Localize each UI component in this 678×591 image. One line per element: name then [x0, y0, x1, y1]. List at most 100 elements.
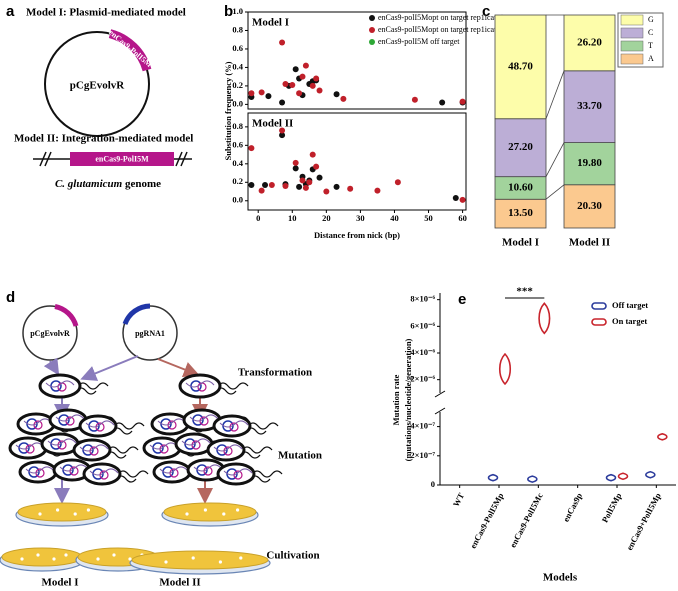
- plot-frame: [247, 112, 467, 211]
- data-point: [309, 151, 316, 158]
- step-label: Transformation: [238, 367, 312, 379]
- plot-frame: [247, 11, 467, 110]
- data-point: [333, 183, 340, 190]
- y-tick-label: 0.2: [232, 176, 243, 186]
- data-point: [313, 163, 320, 170]
- chromosome: [47, 438, 77, 446]
- value-label: 27.20: [508, 141, 533, 153]
- y-tick-label: 0.6: [232, 43, 243, 53]
- chromosome: [45, 380, 75, 388]
- value-label: 33.70: [577, 100, 602, 112]
- chromosome: [55, 414, 85, 422]
- data-point: [289, 81, 296, 88]
- connector: [545, 184, 565, 200]
- legend-swatch: [620, 40, 644, 52]
- colony: [239, 556, 243, 560]
- cells: [0, 373, 283, 575]
- chromosome: [25, 466, 55, 474]
- value-label: 26.20: [577, 36, 602, 48]
- x-axis-label: Models: [543, 572, 578, 584]
- data-point: [292, 165, 299, 172]
- legend-label: enCas9-polI5Mopt on target rep1icate1: [378, 13, 504, 22]
- x-axis-label: Distance from nick (bp): [314, 230, 400, 240]
- panel-label: c: [482, 3, 490, 20]
- legend-swatch: [620, 14, 644, 26]
- y-tick-label: 1.0: [232, 6, 243, 16]
- colony: [222, 512, 226, 516]
- x-tick-label: 40: [390, 213, 399, 223]
- chromosome: [89, 468, 119, 476]
- data-point: [452, 194, 459, 201]
- model-label: Model I: [42, 577, 79, 589]
- data-point: [279, 132, 286, 139]
- colony: [203, 508, 207, 512]
- legend-label: Off target: [612, 300, 648, 310]
- data-point: [306, 179, 313, 186]
- plasmid-label: pgRNA1: [135, 329, 165, 338]
- legend-marker: [369, 39, 375, 45]
- significance-label: ***: [516, 286, 533, 298]
- chromosome: [59, 464, 89, 472]
- colony: [73, 512, 77, 516]
- x-tick-label: PolI5Mp: [600, 491, 624, 524]
- panel-label: b: [224, 3, 233, 20]
- data-point: [316, 87, 323, 94]
- data-point: [279, 39, 286, 46]
- x-tick-label: enCas9+PolI5Mp: [624, 491, 663, 552]
- violin: [487, 473, 499, 482]
- data-point: [316, 174, 323, 181]
- legend-label: G: [648, 15, 654, 24]
- colony: [86, 508, 90, 512]
- plasmid-circle: [44, 31, 150, 137]
- arrow: [157, 358, 200, 378]
- y-tick-label: 0.8: [232, 121, 243, 131]
- value-label: 10.60: [508, 181, 533, 193]
- data-point: [313, 75, 320, 82]
- data-point: [302, 62, 309, 69]
- plate: [163, 502, 257, 522]
- violin: [498, 352, 512, 386]
- y-tick-label: 0.0: [232, 98, 243, 108]
- cell: [38, 373, 82, 399]
- y-tick-label: 4×10⁻⁶: [410, 347, 435, 357]
- x-tick-label: 30: [356, 213, 365, 223]
- chromosome: [185, 380, 215, 388]
- insert-label: enCas9-PolI5M: [95, 154, 149, 163]
- y-tick-label: 0.8: [232, 24, 243, 34]
- plate: [1, 547, 83, 567]
- x-tick-label: 20: [322, 213, 331, 223]
- violin: [645, 470, 656, 479]
- x-tick-label: 0: [256, 213, 260, 223]
- legend-label: On target: [612, 316, 647, 326]
- arrow: [43, 357, 60, 376]
- plasmid-label: pCgEvolvR: [30, 329, 70, 338]
- step-label: Mutation: [278, 450, 322, 462]
- data-point: [394, 179, 401, 186]
- legend-swatch: [620, 27, 644, 39]
- x-tick-label: Model I: [502, 237, 539, 249]
- y-tick-label: 2×10⁻⁶: [410, 374, 435, 384]
- data-point: [459, 98, 466, 105]
- colony: [236, 508, 240, 512]
- colony: [128, 557, 132, 561]
- data-point: [302, 184, 309, 191]
- panel-label: e: [458, 291, 466, 308]
- model-title: Model II: Integration-mediated model: [14, 133, 193, 145]
- y-tick-label: 0.6: [232, 139, 243, 149]
- colony: [191, 556, 195, 560]
- data-point: [292, 66, 299, 73]
- bar-segment: [494, 198, 547, 229]
- x-tick-label: enCas9-PolI5Mp: [468, 491, 506, 550]
- violin: [605, 473, 617, 482]
- chromosome: [193, 464, 223, 472]
- panel-label: d: [6, 289, 15, 306]
- y-tick-label: 0.4: [232, 61, 243, 71]
- colony: [36, 553, 40, 557]
- value-label: 20.30: [577, 200, 602, 212]
- colony: [218, 560, 222, 564]
- data-point: [347, 185, 354, 192]
- legend-label: T: [648, 41, 653, 50]
- colony: [96, 557, 100, 561]
- violin: [538, 302, 551, 335]
